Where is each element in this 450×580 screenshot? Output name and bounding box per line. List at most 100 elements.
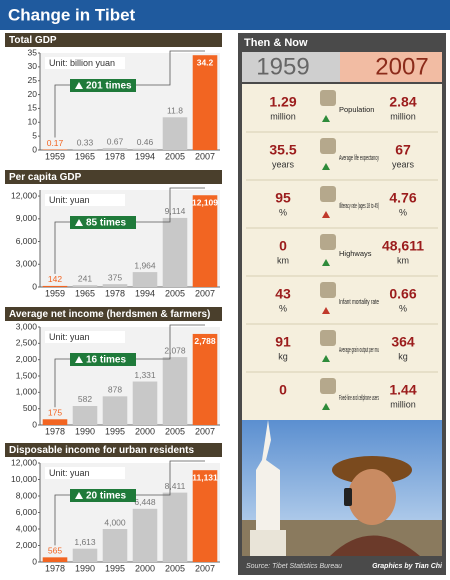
y-tick-label: 3,000 [16, 259, 38, 269]
row-label: Illiteracy rate (ages 18 to 45) [339, 201, 379, 210]
x-tick-label: 1965 [75, 288, 95, 298]
y-tick-label: 20 [28, 89, 38, 99]
plot-background [40, 463, 220, 562]
row-indicator [322, 403, 330, 410]
header-band [0, 0, 450, 30]
value-label: 878 [108, 385, 122, 395]
y-tick-label: 5 [32, 130, 37, 140]
row-icon [320, 330, 336, 346]
now-value: 1.44 [389, 382, 416, 398]
value-label: 11,131 [192, 472, 218, 482]
annotation-arrow [136, 460, 205, 496]
value-label: 565 [48, 546, 62, 556]
y-tick-label: 1,500 [16, 370, 38, 380]
bar [192, 55, 218, 150]
y-tick-label: 0 [32, 144, 37, 154]
value-label: 12,109 [192, 197, 218, 207]
y-tick-label: 6,000 [16, 236, 38, 246]
row-indicator [322, 211, 330, 218]
chart-subtitle: Unit: yuan [49, 195, 90, 205]
annotation: 20 times [86, 491, 126, 502]
value-label: 9,114 [165, 206, 186, 216]
value-label: 34.2 [197, 57, 214, 67]
value-label: 1,331 [134, 370, 156, 380]
value-label: 0.33 [77, 137, 94, 147]
y-tick-label: 4,000 [16, 523, 38, 533]
row-icon [320, 282, 336, 298]
y-tick-label: 2,000 [16, 540, 38, 550]
unit-box [45, 194, 125, 206]
bar [192, 470, 218, 562]
row-indicator [322, 259, 330, 266]
value-label: 0.17 [47, 138, 64, 148]
y-tick-label: 35 [28, 47, 38, 57]
then-unit: kg [278, 351, 288, 361]
y-tick-label: 6,000 [16, 507, 38, 517]
row-label: Average life expectancy [339, 153, 379, 162]
y-tick-label: 10,000 [11, 474, 37, 484]
x-tick-label: 2007 [195, 288, 215, 298]
unit-box [45, 57, 125, 69]
bar [102, 148, 128, 150]
page-title: Change in Tibet [8, 5, 136, 24]
x-tick-label: 1959 [45, 151, 65, 161]
unit-box [45, 331, 125, 343]
y-tick-label: 30 [28, 61, 38, 71]
chart-subtitle: Unit: yuan [49, 332, 90, 342]
annotation-arrow [54, 494, 70, 546]
chart-title-band [5, 33, 222, 47]
annotation: 85 times [86, 218, 126, 229]
bar [42, 557, 68, 562]
annotation-box [70, 216, 136, 229]
then-value: 35.5 [269, 142, 296, 158]
x-tick-label: 2005 [165, 288, 185, 298]
y-tick-label: 12,000 [11, 457, 37, 467]
bar [132, 508, 158, 562]
y-tick-label: 0 [32, 419, 37, 429]
photo-stupa [256, 420, 280, 530]
now-unit: % [399, 207, 407, 217]
now-unit: km [397, 255, 409, 265]
y-tick-label: 12,000 [11, 190, 37, 200]
then-value: 0 [279, 382, 287, 398]
x-tick-label: 2000 [135, 563, 155, 573]
then-unit: % [279, 303, 287, 313]
now-value: 4.76 [389, 190, 416, 206]
annotation-arrow [136, 187, 205, 223]
row-indicator [322, 163, 330, 170]
bar [42, 419, 68, 425]
then-unit: km [277, 255, 289, 265]
bar [42, 285, 68, 287]
photo-stupa-base [250, 530, 286, 556]
bar [72, 285, 98, 287]
value-label: 4,000 [104, 517, 126, 527]
bar [102, 396, 128, 425]
now-value: 0.66 [389, 286, 416, 302]
plot-background [40, 190, 220, 287]
annotation-triangle [75, 356, 83, 363]
y-tick-label: 500 [23, 403, 37, 413]
x-tick-label: 1965 [75, 151, 95, 161]
value-label: 375 [108, 272, 122, 282]
bar [132, 381, 158, 425]
bar [72, 548, 98, 562]
then-unit: years [272, 159, 295, 169]
row-label: Average grain output per mu [339, 345, 379, 354]
photo [242, 420, 442, 556]
chart-title-band [5, 443, 222, 457]
photo-robe [330, 535, 420, 556]
value-label: 142 [48, 274, 62, 284]
unit-box [45, 467, 125, 479]
row-icon [320, 90, 336, 106]
chart-title-band [5, 307, 222, 321]
x-tick-label: 1995 [105, 563, 125, 573]
now-value: 364 [391, 334, 415, 350]
then-now-title: Then & Now [244, 37, 308, 49]
chart-title: Disposable income for urban residents [9, 445, 194, 456]
then-value: 95 [275, 190, 291, 206]
y-tick-label: 0 [32, 281, 37, 291]
annotation-arrow [54, 221, 70, 274]
row-label: Population [339, 105, 374, 114]
chart-title: Average net income (herdsmen & farmers) [9, 309, 210, 320]
x-tick-label: 2005 [165, 563, 185, 573]
